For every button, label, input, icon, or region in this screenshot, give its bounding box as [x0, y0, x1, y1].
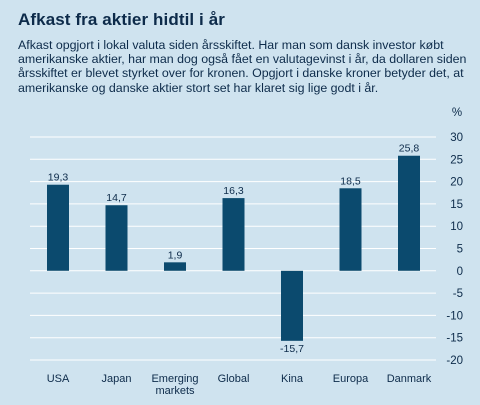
bar	[164, 262, 186, 271]
chart-title: Afkast fra aktier hidtil i år	[18, 10, 225, 29]
bar-value-label: 16,3	[223, 185, 244, 197]
y-tick-label: 0	[457, 266, 463, 278]
y-tick-label: 25	[450, 154, 463, 166]
x-category-label: Global	[218, 373, 250, 385]
bar	[398, 155, 420, 271]
y-axis-unit-label: %	[452, 107, 462, 119]
y-tick-label: 15	[450, 199, 463, 211]
x-category-label: Japan	[102, 373, 132, 385]
bar	[105, 205, 128, 271]
y-tick-label: 20	[450, 177, 463, 189]
x-category-label: Emerging markets	[151, 373, 198, 397]
x-category-label: Europa	[333, 373, 369, 385]
bar-value-label: 19,3	[48, 172, 69, 184]
bar	[47, 184, 69, 271]
y-tick-label: 10	[450, 221, 463, 233]
bar	[222, 198, 245, 271]
y-tick-label: 30	[450, 132, 463, 144]
y-tick-label: 5	[457, 244, 463, 256]
bar-value-label: 14,7	[106, 192, 127, 204]
data-labels: 19,3 14,7 1,9 16,3 -15,7 18,5 25,8	[48, 143, 420, 355]
bar	[339, 188, 362, 271]
bar-value-label: 18,5	[340, 175, 361, 187]
x-axis-categories: USA Japan Emerging markets Global Kina Europa D…	[47, 373, 432, 397]
y-tick-label: -10	[446, 310, 463, 322]
x-category-label: Kina	[281, 373, 304, 385]
y-tick-label: -15	[446, 333, 463, 345]
bar-value-label: 25,8	[399, 143, 420, 155]
y-tick-label: -20	[446, 355, 463, 367]
y-tick-label: -5	[453, 288, 463, 300]
y-axis-ticks: 30 25 20 15 10 5 0 -5 -10 -15 -20	[446, 132, 463, 367]
bar	[281, 270, 303, 341]
bars	[47, 155, 420, 341]
x-category-label: Danmark	[387, 373, 432, 385]
bar-value-label: 1,9	[168, 249, 183, 261]
bar-value-label: -15,7	[280, 343, 304, 355]
chart-subtitle: Afkast opgjort i lokal valuta siden årss…	[18, 38, 467, 95]
x-category-label: USA	[47, 373, 70, 385]
